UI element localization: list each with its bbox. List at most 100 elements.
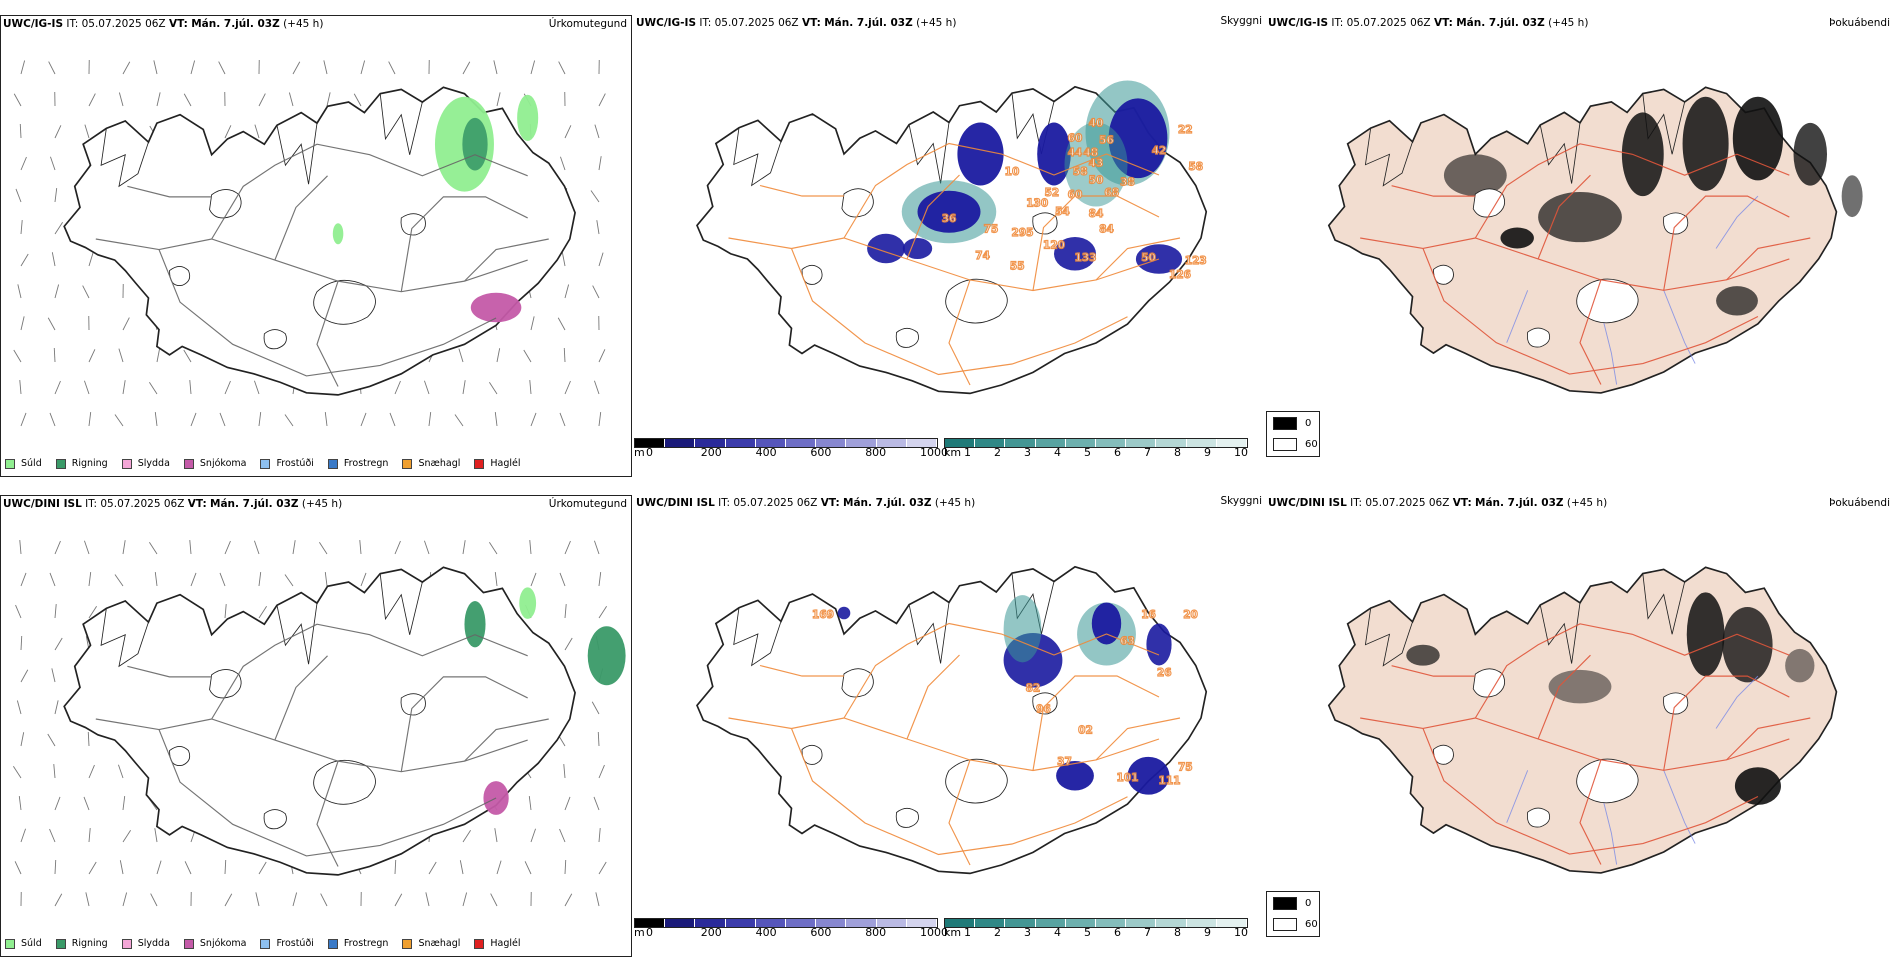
init-label: IT:: [718, 497, 730, 509]
panel-header: UWC/DINI ISL IT: 05.07.2025 06Z VT: Mán.…: [3, 498, 342, 510]
wind-barb: [594, 797, 599, 810]
wind-barb: [119, 349, 123, 362]
visibility-value-label: 43: [1089, 158, 1104, 170]
wind-barb: [254, 381, 259, 394]
wind-barb: [19, 796, 21, 810]
legend-item: Frostregn: [328, 938, 389, 949]
init-label: IT:: [699, 17, 711, 29]
wind-barb: [220, 573, 225, 586]
legend-item: Súld: [5, 938, 42, 949]
visibility-tick: 8: [1174, 446, 1181, 459]
visibility-value-label: 96: [1036, 704, 1051, 716]
wind-barb: [565, 604, 566, 618]
init-time: 05.07.2025 06Z: [1365, 497, 1449, 509]
wind-barb: [259, 412, 261, 426]
wind-barb: [361, 413, 366, 426]
wind-barb: [598, 732, 599, 746]
legend-item: Súld: [5, 458, 42, 469]
wind-barb: [21, 157, 26, 170]
wind-barb: [191, 413, 196, 426]
wind-barb: [395, 860, 396, 874]
fog-area: [1687, 592, 1725, 676]
wind-barb: [17, 700, 21, 714]
glacier-outline: [1033, 213, 1057, 234]
legend-label: Snæhagl: [418, 458, 460, 469]
valid-label: VT:: [1453, 497, 1472, 509]
fog-area: [1842, 175, 1863, 217]
wind-barb: [495, 828, 497, 842]
legend-label: Slydda: [138, 458, 170, 469]
wind-barb: [395, 894, 402, 906]
wind-barb: [489, 382, 497, 394]
low-visibility-area: [1004, 595, 1042, 662]
wind-barb: [559, 62, 565, 74]
wind-barb: [531, 413, 536, 426]
valid-time: Mán. 7.júl. 03Z: [1475, 497, 1564, 509]
wind-barb: [259, 606, 267, 618]
wind-barb: [55, 700, 58, 714]
wind-barb: [220, 413, 225, 426]
wind-barb: [50, 829, 55, 842]
wind-barb: [560, 573, 565, 586]
low-ceiling-area: [957, 123, 1003, 186]
lead-time: (+45 h): [302, 498, 342, 510]
wind-barb: [529, 796, 531, 810]
valid-time: Mán. 7.júl. 03Z: [1456, 17, 1545, 29]
wind-barb: [599, 765, 604, 778]
wind-barb: [21, 732, 24, 746]
wind-barb: [489, 542, 497, 554]
wind-barb: [155, 412, 157, 426]
wind-barb: [562, 252, 565, 266]
legend-item: Frostúði: [260, 458, 313, 469]
legend-label: Haglél: [490, 938, 520, 949]
wind-barb: [191, 573, 196, 586]
fog-area: [1733, 97, 1783, 181]
glacier-outline: [1664, 693, 1688, 714]
visibility-value-label: 169: [812, 609, 834, 621]
visibility-tick: 10: [1234, 446, 1248, 459]
model-name: UWC/IG-IS: [636, 17, 696, 29]
wind-barb: [424, 381, 429, 394]
fog-legend: 0 60: [1266, 411, 1320, 457]
wind-barb: [123, 830, 131, 842]
valid-time: Mán. 7.júl. 03Z: [843, 497, 932, 509]
rain-area: [588, 626, 626, 685]
fog-map: [1266, 33, 1894, 443]
fog-legend-swatch-60: [1273, 918, 1297, 931]
wind-barb: [84, 381, 89, 394]
init-label: IT:: [66, 18, 78, 30]
wind-barb: [354, 94, 361, 106]
wind-barb: [123, 892, 127, 906]
wind-barb: [327, 92, 330, 106]
fog-area: [1549, 670, 1612, 703]
legend-item: Slydda: [122, 938, 170, 949]
wind-barb: [594, 381, 599, 394]
fog-area: [1735, 767, 1781, 805]
visibility-value-label: 74: [975, 250, 990, 262]
wind-barb: [495, 412, 497, 426]
ceiling-tick: 400: [756, 446, 777, 459]
panel-header: UWC/IG-IS IT: 05.07.2025 06Z VT: Mán. 7.…: [636, 17, 956, 29]
visibility-value-label: 68: [1104, 187, 1119, 199]
wind-barb: [293, 62, 300, 74]
lead-time: (+45 h): [283, 18, 323, 30]
legend-swatch: [122, 459, 132, 469]
wind-barb: [154, 60, 157, 74]
wind-barb: [21, 60, 25, 74]
legend-swatch: [474, 939, 484, 949]
wind-barb: [118, 765, 123, 778]
wind-barb: [49, 62, 55, 74]
visibility-tick: 3: [1024, 446, 1031, 459]
precip-type-panel: UWC/IG-IS IT: 05.07.2025 06Z VT: Mán. 7.…: [0, 15, 632, 477]
precip-type-panel: UWC/DINI ISL IT: 05.07.2025 06Z VT: Mán.…: [0, 495, 632, 957]
visibility-value-label: 82: [1026, 683, 1041, 695]
wind-barb: [157, 348, 160, 362]
wind-barb: [225, 860, 226, 874]
visibility-tick: 9: [1204, 926, 1211, 939]
wind-barb: [460, 860, 463, 874]
wind-barb: [225, 604, 226, 618]
init-time: 05.07.2025 06Z: [715, 17, 799, 29]
wind-barb: [84, 797, 89, 810]
